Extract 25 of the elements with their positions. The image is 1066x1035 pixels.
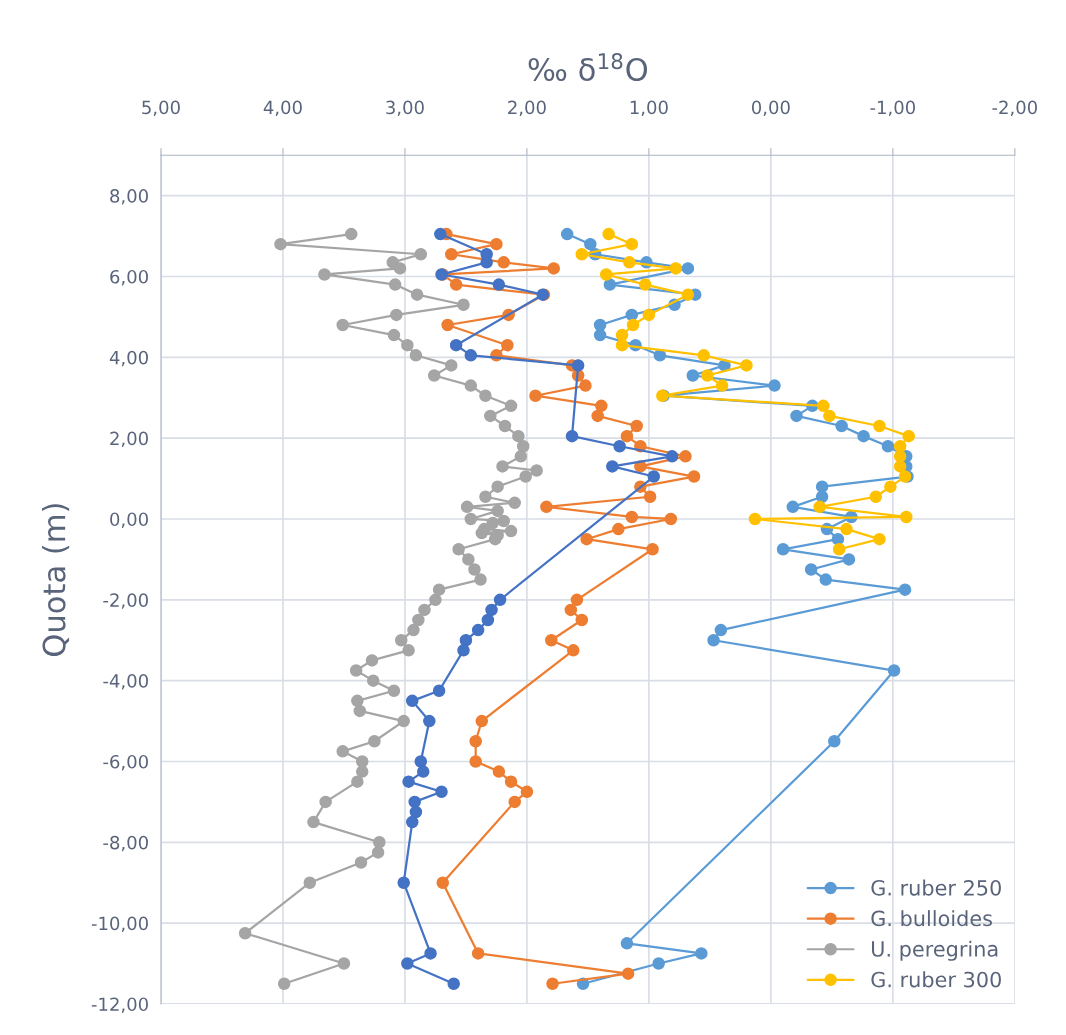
y-axis-title: Quota (m) bbox=[41, 504, 70, 656]
x-tick-label: 5,00 bbox=[142, 100, 180, 117]
y-tick-label: 2,00 bbox=[110, 431, 148, 448]
y-tick-label: 4,00 bbox=[109, 350, 148, 367]
legend-label: G. bulloides bbox=[871, 910, 992, 927]
x-tick-label: -1,00 bbox=[870, 100, 916, 117]
x-tick-label: 3,00 bbox=[386, 100, 424, 117]
y-tick-label: -6,00 bbox=[103, 754, 148, 771]
y-tick-label: -10,00 bbox=[91, 916, 148, 933]
y-tick-label: -4,00 bbox=[103, 674, 148, 690]
y-tick-label: -2,00 bbox=[103, 593, 148, 609]
y-tick-label: -12,00 bbox=[91, 997, 148, 1013]
x-tick-label: 4,00 bbox=[263, 100, 302, 117]
x-tick-label: 0,00 bbox=[751, 100, 790, 117]
x-tick-label: -2,00 bbox=[992, 100, 1037, 117]
y-tick-label: 0,00 bbox=[110, 512, 148, 528]
y-tick-label: 6,00 bbox=[110, 269, 148, 286]
legend-label: G. ruber 250 bbox=[871, 879, 1001, 896]
x-tick-label: 2,00 bbox=[508, 100, 546, 117]
y-tick-label: -8,00 bbox=[103, 835, 148, 852]
legend-label: U. peregrina bbox=[871, 940, 998, 961]
x-axis-title: ‰ δ$^{18}$O bbox=[528, 53, 648, 82]
y-tick-label: 8,00 bbox=[110, 189, 148, 205]
legend-label: G. ruber 300 bbox=[871, 971, 1001, 988]
x-tick-label: 1,00 bbox=[630, 100, 668, 117]
